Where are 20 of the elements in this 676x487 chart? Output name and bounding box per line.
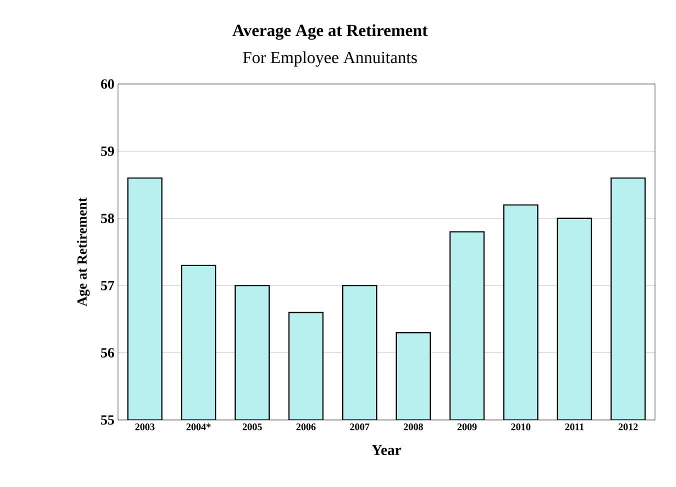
chart-title: Average Age at Retirement — [232, 24, 428, 40]
x-axis-title: Year — [372, 445, 402, 455]
x-tick-label: 2004* — [186, 424, 211, 430]
y-tick-label: 57 — [101, 280, 114, 290]
x-tick-label: 2010 — [511, 424, 530, 430]
x-tick-label: 2005 — [242, 424, 262, 430]
y-tick-label: 58 — [101, 214, 114, 224]
y-tick-label: 60 — [101, 79, 114, 89]
x-tick-label: 2011 — [565, 424, 584, 430]
x-tick-label: 2008 — [404, 424, 423, 430]
x-tick-label: 2007 — [350, 424, 370, 430]
x-tick-label: 2003 — [135, 424, 154, 430]
x-tick-label: 2012 — [618, 424, 638, 430]
y-tick-label: 59 — [101, 146, 114, 156]
x-tick-label: 2006 — [296, 424, 316, 430]
y-tick-label: 55 — [101, 415, 114, 425]
y-axis-title: Age at Retirement — [76, 198, 90, 306]
x-tick-label: 2009 — [458, 424, 477, 430]
chart-subtitle: For Employee Annuitants — [242, 51, 417, 67]
y-tick-label: 56 — [101, 348, 114, 358]
